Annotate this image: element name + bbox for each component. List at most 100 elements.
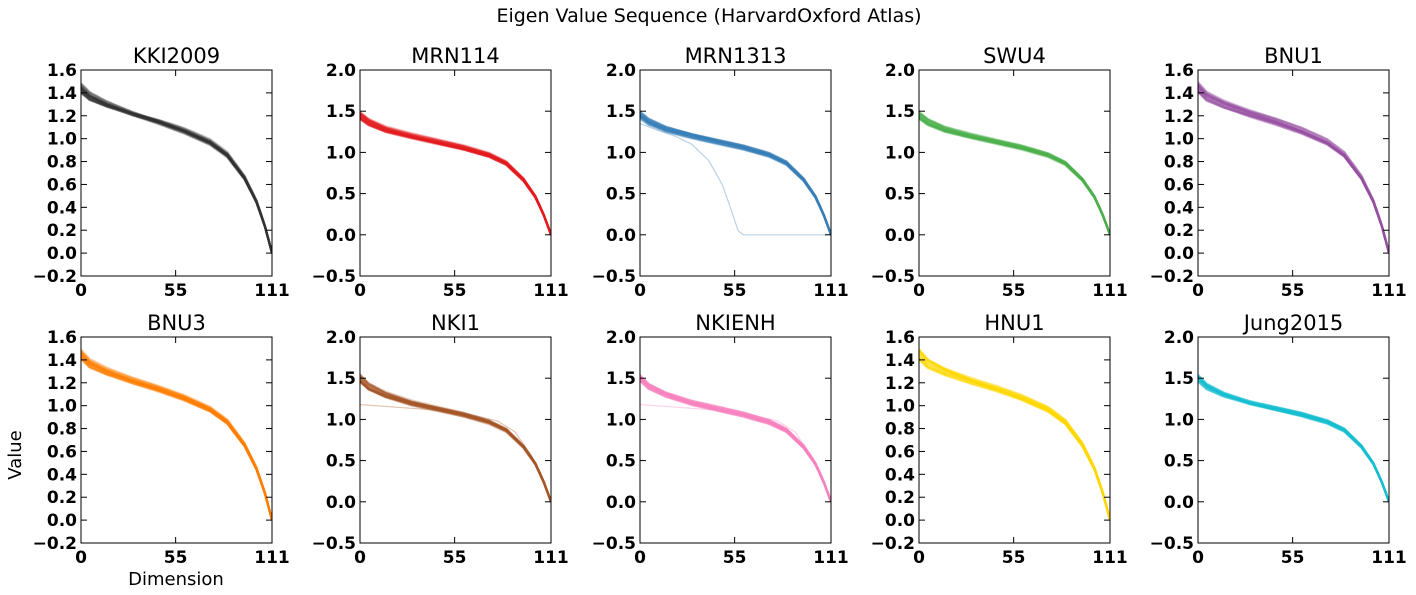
series-line <box>360 380 551 503</box>
ytick-label: −0.5 <box>312 534 356 554</box>
xtick-label: 55 <box>1281 281 1305 301</box>
series-line <box>640 116 831 236</box>
series-line <box>81 349 272 521</box>
subplot-title: KKI2009 <box>133 44 220 68</box>
series-line <box>919 350 1110 521</box>
series-line <box>640 375 831 503</box>
ytick-label: 1.5 <box>885 102 915 122</box>
ytick-label: 1.2 <box>885 374 915 394</box>
series-line <box>81 88 272 254</box>
series-line <box>81 355 272 521</box>
axes-frame <box>80 69 273 277</box>
ytick-label: 0.0 <box>47 244 77 264</box>
series-line <box>640 111 831 236</box>
series-line <box>640 114 831 236</box>
series-line <box>640 112 831 236</box>
series-line <box>360 375 551 503</box>
ytick-label: 0.0 <box>606 493 636 513</box>
ytick-label: 1.0 <box>47 130 77 150</box>
axes-frame <box>1197 69 1390 277</box>
series-line <box>81 92 272 254</box>
series-line <box>360 380 551 503</box>
subplot-title: MRN1313 <box>685 44 787 68</box>
series-line <box>81 87 272 254</box>
series-line <box>81 87 272 254</box>
series-line <box>360 112 551 236</box>
xtick-label: 0 <box>75 281 87 301</box>
axes-frame <box>359 336 552 544</box>
series-line <box>360 118 551 236</box>
series-line <box>1198 85 1389 254</box>
series-line <box>640 379 831 503</box>
ytick-label: 1.4 <box>1164 84 1194 104</box>
ytick-label: 1.2 <box>47 107 77 127</box>
series-line <box>1198 376 1389 503</box>
series-bundle <box>360 373 551 503</box>
xtick-label: 55 <box>723 281 747 301</box>
series-line <box>360 380 551 503</box>
ytick-label: 0.0 <box>885 226 915 246</box>
series-line <box>360 117 551 236</box>
series-line <box>360 378 551 503</box>
ytick-label: 1.4 <box>47 84 77 104</box>
series-line <box>919 349 1110 521</box>
series-line <box>360 114 551 236</box>
series-line <box>640 111 831 236</box>
series-line <box>919 354 1110 521</box>
series-line <box>919 349 1110 521</box>
series-line <box>81 85 272 254</box>
series-line <box>640 111 831 236</box>
figure-suptitle: Eigen Value Sequence (HarvardOxford Atla… <box>496 5 921 27</box>
subplot-title: HNU1 <box>984 311 1044 335</box>
xtick-label: 55 <box>1002 281 1026 301</box>
series-line <box>360 379 551 503</box>
series-line <box>1198 83 1389 254</box>
series-line <box>1198 380 1389 503</box>
subplot-grid: KKI2009−0.20.00.20.40.60.81.01.21.41.60 5… <box>33 44 1407 568</box>
series-line <box>919 111 1110 236</box>
series-line <box>81 84 272 254</box>
xtick-label: 0 <box>1192 548 1204 568</box>
ytick-label: 0.0 <box>606 226 636 246</box>
series-line <box>919 357 1110 521</box>
series-line <box>1198 91 1389 254</box>
axes-frame <box>359 69 552 277</box>
series-line <box>360 381 551 503</box>
ytick-label: 1.0 <box>885 143 915 163</box>
series-line <box>81 353 272 521</box>
series-line <box>360 376 551 503</box>
series-line <box>919 112 1110 236</box>
ytick-label: −0.2 <box>1150 267 1194 287</box>
series-line <box>360 376 551 503</box>
series-line <box>919 112 1110 236</box>
ytick-label: 0.8 <box>1164 153 1194 173</box>
series-line <box>919 116 1110 236</box>
series-line <box>640 378 831 503</box>
ytick-label: 0.4 <box>1164 198 1194 218</box>
series-line <box>360 379 551 503</box>
subplot-title: BNU1 <box>1264 44 1323 68</box>
series-line <box>919 358 1110 521</box>
ytick-label: 0.4 <box>47 465 77 485</box>
series-line <box>919 111 1110 236</box>
subplot-bnu1: BNU1 −0.2 0.0 0.2 0.4 0.60.8 1.0 1.2 1.4 1.6 0 55 11… <box>1150 44 1407 301</box>
ytick-label: 1.5 <box>1164 369 1194 389</box>
series-line <box>640 380 831 503</box>
series-line <box>1198 380 1389 503</box>
series-line <box>1198 85 1389 254</box>
series-line <box>919 112 1110 236</box>
ytick-label: −0.2 <box>33 267 77 287</box>
ytick-label: 1.0 <box>606 410 636 430</box>
ytick-label: 0.0 <box>885 511 915 531</box>
series-line <box>81 351 272 521</box>
series-line <box>360 112 551 236</box>
series-line <box>360 112 551 236</box>
series-line <box>919 348 1110 521</box>
series-line <box>1198 376 1389 503</box>
series-line <box>360 110 551 236</box>
xtick-label: 111 <box>813 548 849 568</box>
series-line <box>81 351 272 521</box>
ytick-label: 0.5 <box>326 452 356 472</box>
ytick-label: 1.5 <box>606 102 636 122</box>
ytick-label: 0.4 <box>885 465 915 485</box>
